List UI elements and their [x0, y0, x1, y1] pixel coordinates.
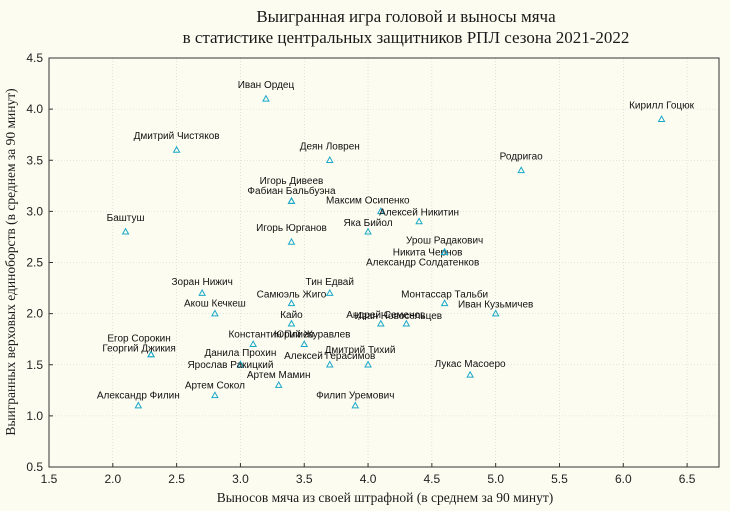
data-point-label: Монтассар Тальби [401, 288, 488, 300]
data-point-label: Зоран Нижич [171, 277, 232, 288]
data-point-marker [466, 370, 474, 378]
data-point-label: Игорь Юрганов [256, 223, 327, 234]
y-tick-label: 4.0 [26, 102, 43, 116]
x-tick-label: 2.5 [168, 472, 185, 486]
data-point-marker [211, 391, 219, 399]
x-tick-label: 6.0 [615, 472, 632, 486]
data-point-label: Никита Чернов [393, 247, 463, 258]
x-tick-label: 4.0 [360, 472, 377, 486]
data-point-marker [249, 340, 258, 347]
data-point-label: Игорь Дивеев [260, 176, 324, 187]
data-point-label: Юрий Журавлев [274, 329, 351, 340]
x-tick-label: 5.0 [487, 472, 504, 486]
data-point-label: Баштуш [107, 213, 145, 224]
data-point-label: Лукас Масоеро [435, 359, 506, 370]
x-axis-label: Выносов мяча из своей штрафной (в средне… [217, 490, 554, 505]
axis-ticks: 1.5 2.0 2.5 3.0 3.5 4.0 4.5 5.0 5.5 6.0 6.5 0.5 1.0 1… [26, 51, 695, 486]
y-tick-label: 1.5 [26, 358, 43, 372]
data-point-label: Урош Радакович [406, 235, 483, 246]
data-point-label: Фабиан Бальбуэна [247, 185, 336, 197]
data-point-label: Артем Мамин [247, 370, 311, 381]
data-point-label: Акош Кечкеш [184, 299, 246, 310]
data-point-marker [262, 94, 270, 102]
data-point-label: Георгий Джикия [102, 344, 175, 355]
data-point-label: Максим Осипенко [326, 195, 410, 206]
data-point-marker [517, 166, 526, 174]
data-point-marker [172, 145, 181, 153]
data-point-marker [440, 299, 449, 307]
data-point-marker [376, 207, 385, 215]
y-tick-label: 2.0 [26, 307, 43, 321]
x-tick-label: 3.5 [296, 472, 313, 486]
data-point-label: Артем Сокол [185, 380, 245, 391]
chart-title-line-2: в статистике центральных защитников РПЛ … [183, 28, 630, 47]
data-point-label: Самюэль Жиго [257, 289, 327, 300]
data-point-marker [325, 156, 334, 163]
data-point-label: Александр Филин [97, 391, 180, 402]
data-point-label: Родригао [500, 151, 544, 162]
data-point-label: Деян Ловрен [300, 141, 360, 152]
data-point-label: Кирилл Гоцюк [629, 100, 695, 111]
data-point-label: Кайо [280, 310, 303, 321]
data-point-marker [287, 237, 296, 245]
data-point-marker [325, 360, 334, 368]
data-point-marker [364, 227, 372, 235]
data-point-marker [351, 401, 360, 409]
data-point-label: Александр Солдатенков [366, 257, 479, 268]
data-point-marker [121, 227, 130, 235]
data-point-marker [236, 360, 245, 368]
x-tick-label: 1.5 [41, 472, 58, 486]
x-tick-label: 5.5 [551, 472, 568, 486]
y-tick-label: 4.5 [26, 51, 43, 65]
data-point-marker [134, 401, 143, 409]
y-tick-label: 3.5 [26, 153, 43, 167]
data-point-marker [147, 350, 155, 358]
x-tick-label: 6.5 [679, 472, 696, 486]
data-point-label: Данила Прохин [204, 348, 276, 359]
data-point-marker [657, 115, 666, 123]
data-point-label: Дмитрий Тихий [325, 345, 396, 356]
data-point-marker [274, 380, 283, 388]
data-point-marker [415, 217, 423, 225]
data-point-label: Яка Бийол [344, 218, 393, 229]
data-point-marker [287, 196, 296, 204]
data-point-marker [287, 299, 296, 307]
y-tick-label: 0.5 [26, 460, 43, 474]
data-point-marker [300, 340, 309, 347]
y-tick-label: 1.0 [26, 409, 43, 423]
data-point-label: Филип Уремович [316, 391, 394, 402]
data-point-marker [325, 288, 334, 296]
data-point-label: Иван Ордец [238, 80, 295, 91]
data-point-label: Иван Новосельцев [355, 311, 443, 322]
data-point-marker [440, 248, 449, 255]
y-axis-label: Выигранных верховых единоборств (в средн… [3, 88, 18, 435]
data-point-label: Алексей Герасимов [284, 351, 375, 362]
data-point-label: Дмитрий Чистяков [134, 131, 220, 142]
chart-title-line-1: Выигранная игра головой и выносы мяча [256, 7, 556, 26]
grid [48, 57, 719, 468]
data-point-label: Тин Едвай [306, 277, 354, 288]
x-tick-label: 4.5 [424, 472, 441, 486]
data-point-marker [364, 360, 372, 368]
data-point-label: Алексей Никитин [379, 208, 459, 219]
data-point-marker [211, 309, 219, 317]
data-point-label: Егор Сорокин [107, 334, 170, 345]
data-point-label: Андрей Семенов [346, 310, 425, 321]
data-point-marker [198, 288, 206, 296]
data-point-label: Константин Плиев [228, 329, 313, 340]
data-point-marker [376, 319, 385, 327]
y-tick-label: 2.5 [26, 256, 43, 270]
data-point-marker [287, 319, 296, 327]
data-point-label: Иван Кузьмичев [458, 300, 533, 311]
data-point-marker [491, 309, 500, 317]
x-tick-label: 2.0 [104, 472, 121, 486]
y-tick-label: 3.0 [26, 204, 43, 218]
data-point-label: Ярослав Ракицкий [187, 360, 273, 371]
data-point-marker [402, 319, 411, 327]
data-points: Иван Ордец Кирилл Гоцюк Дмитрий Чистяков Де… [97, 80, 695, 409]
x-tick-label: 3.0 [232, 472, 249, 486]
